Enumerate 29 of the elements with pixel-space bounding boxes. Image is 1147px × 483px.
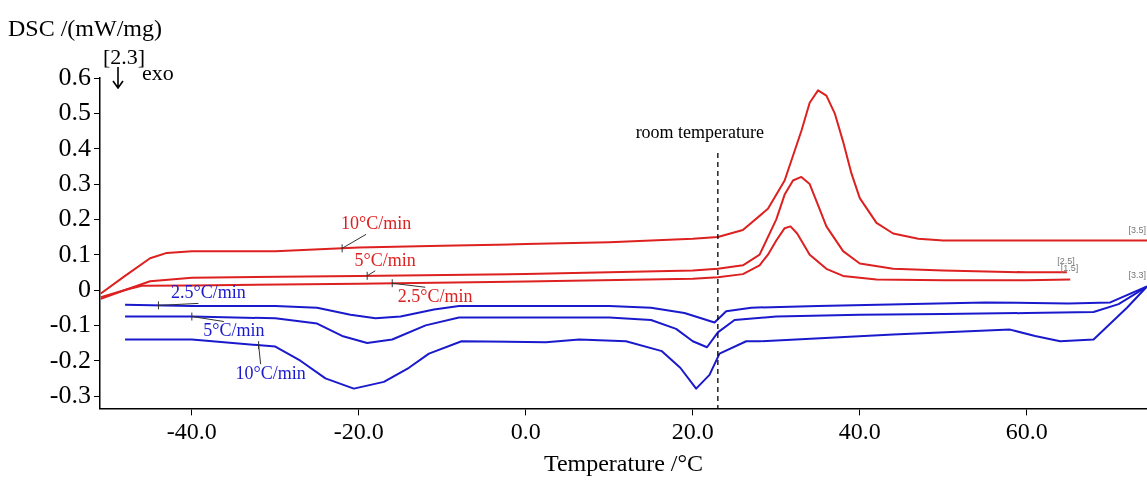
series-label: 2.5°C/min bbox=[397, 285, 473, 306]
x-tick-label: -20.0 bbox=[333, 418, 384, 445]
y-tick-label: 0.6 bbox=[58, 61, 91, 91]
y-axis-title: DSC /(mW/mg) bbox=[8, 15, 162, 41]
x-tick-label: 40.0 bbox=[838, 418, 881, 445]
x-tick-label: 60.0 bbox=[1005, 418, 1048, 445]
ref-line-label: room temperature bbox=[635, 122, 765, 142]
series-label: 5°C/min bbox=[354, 249, 416, 270]
y-tick-label: -0.2 bbox=[49, 344, 91, 374]
series-label: 2.5°C/min bbox=[171, 282, 246, 303]
annotation: [3.5] bbox=[1128, 224, 1146, 235]
y-tick-label: 0.4 bbox=[58, 132, 91, 162]
y-tick-label: -0.1 bbox=[49, 309, 91, 339]
series-label: 10°C/min bbox=[341, 213, 412, 234]
y-tick-label: 0.1 bbox=[58, 238, 91, 268]
y-tick-label: 0.3 bbox=[58, 167, 91, 197]
x-axis-title: Temperature /°C bbox=[543, 449, 704, 476]
y-tick-label: 0 bbox=[78, 273, 91, 303]
text: [2.3] bbox=[103, 44, 146, 69]
x-tick-label: -40.0 bbox=[166, 418, 217, 445]
x-tick-label: 0.0 bbox=[510, 418, 541, 445]
y-tick-label: 0.5 bbox=[58, 97, 91, 127]
y-tick-label: -0.3 bbox=[49, 379, 91, 409]
series-label: 10°C/min bbox=[235, 362, 306, 383]
y-tick-label: 0.2 bbox=[58, 203, 91, 233]
annotation: [3.3] bbox=[1128, 270, 1146, 281]
annotation: [1.5] bbox=[1060, 263, 1079, 274]
series-label: 5°C/min bbox=[203, 320, 265, 341]
x-tick-label: 20.0 bbox=[671, 418, 714, 445]
